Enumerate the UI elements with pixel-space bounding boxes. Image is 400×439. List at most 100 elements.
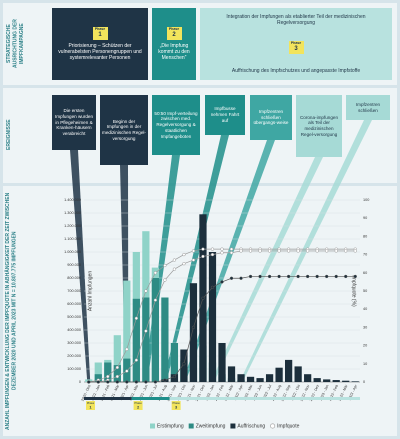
section-label: STRATEGISCHE AUSRICHTUNG DER IMPFKAMPAGN… bbox=[6, 19, 25, 69]
quote-marker bbox=[191, 325, 196, 330]
x-tick-label: 2021 - Apr bbox=[119, 383, 130, 400]
quote-marker bbox=[315, 249, 319, 253]
y2-tick-label: 10 bbox=[363, 362, 367, 366]
badge-label: Phase bbox=[172, 401, 180, 405]
timeline-segment bbox=[131, 397, 170, 400]
quote-marker bbox=[201, 296, 205, 300]
badge-number: 3 bbox=[294, 45, 298, 52]
bar bbox=[256, 378, 264, 382]
y-tick-label: 200.000 bbox=[67, 354, 81, 358]
quote-marker bbox=[163, 378, 167, 382]
y-tick-label: 1.100.000 bbox=[64, 237, 81, 241]
quote-marker bbox=[239, 276, 243, 280]
quote-marker bbox=[325, 249, 329, 253]
quote-marker bbox=[115, 365, 119, 370]
quote-marker bbox=[172, 374, 177, 379]
y-tick-label: 1.400.000 bbox=[64, 198, 81, 202]
quote-marker bbox=[172, 258, 177, 262]
event-box: 50:50 Impf-verteilung zwischen med. Rege… bbox=[152, 95, 200, 155]
legend-swatch bbox=[150, 423, 155, 429]
legend-label: Zweitimpfung bbox=[196, 424, 226, 430]
badge-label: Phase bbox=[87, 401, 95, 405]
quote-marker bbox=[267, 249, 272, 253]
quote-marker bbox=[153, 298, 158, 302]
event-box: Beginn der Impfungen in der medizinische… bbox=[100, 95, 148, 165]
bar bbox=[323, 379, 331, 382]
quote-marker bbox=[286, 249, 291, 253]
quote-marker bbox=[106, 374, 110, 379]
x-tick-label: 2022 - Sep bbox=[280, 384, 291, 402]
badge-label: Phase bbox=[290, 41, 302, 46]
phase-box: Integration der Impfungen als etablierte… bbox=[200, 8, 392, 80]
quote-marker bbox=[182, 252, 186, 257]
timeline-badge bbox=[86, 401, 95, 410]
event-arrow bbox=[70, 150, 91, 382]
phase-text: Priorisierung – Schützen der vulnerabels… bbox=[58, 42, 142, 62]
bar bbox=[265, 374, 274, 382]
quote-marker bbox=[96, 380, 100, 384]
quote-marker bbox=[277, 249, 281, 253]
badge-label: Phase bbox=[94, 27, 106, 32]
x-tick-label: 2023 - Jan bbox=[319, 384, 330, 401]
legend-marker bbox=[270, 423, 276, 429]
x-tick-label: 2020 - Dez bbox=[80, 384, 91, 402]
y-tick-label: 900.000 bbox=[67, 263, 81, 267]
bar bbox=[104, 362, 112, 382]
x-tick-label: 2022 - Jan bbox=[204, 384, 215, 401]
bar bbox=[342, 380, 350, 382]
quote-marker bbox=[144, 289, 148, 293]
x-tick-label: 2021 - Sep bbox=[166, 384, 177, 402]
y2-tick-label: 50 bbox=[363, 289, 367, 293]
y2-tick-label: 80 bbox=[363, 234, 367, 238]
legend-label: Erstimpfung bbox=[157, 424, 184, 430]
quote-marker bbox=[353, 274, 357, 279]
y-tick-label: 0 bbox=[79, 380, 81, 384]
x-tick-label: 2022 - Jul bbox=[262, 384, 272, 400]
legend-swatch bbox=[188, 423, 194, 429]
x-tick-label: 2022 - Apr bbox=[233, 383, 244, 400]
quote-marker bbox=[201, 254, 205, 259]
legend-swatch bbox=[230, 423, 236, 429]
x-tick-label: 2021 - Jul bbox=[148, 384, 158, 400]
phase-badge: Phase 3 bbox=[288, 40, 304, 54]
bar bbox=[161, 297, 169, 382]
y-axis-title: Anzahl Impfungen bbox=[87, 271, 93, 312]
timeline-segment bbox=[169, 397, 360, 400]
quote-marker bbox=[210, 285, 215, 290]
y2-tick-label: 30 bbox=[363, 325, 367, 329]
badge-number: 1 bbox=[98, 31, 102, 38]
section-label: EREIGNISSE bbox=[6, 119, 12, 151]
quote-marker bbox=[201, 247, 205, 251]
bar bbox=[351, 381, 359, 382]
quote-marker bbox=[248, 249, 253, 253]
y-tick-label: 800.000 bbox=[67, 276, 81, 280]
bar bbox=[275, 367, 283, 382]
quote-marker bbox=[315, 274, 319, 279]
phase-badge: Phase 2 bbox=[166, 26, 182, 40]
quote-marker bbox=[248, 274, 253, 279]
y-tick-label: 600.000 bbox=[67, 302, 81, 306]
quote-marker bbox=[87, 380, 91, 384]
bar bbox=[332, 380, 340, 382]
x-tick-label: 2023 - Feb bbox=[328, 384, 339, 401]
x-tick-label: 2022 - Aug bbox=[271, 384, 282, 401]
y2-tick-label: 20 bbox=[363, 344, 367, 348]
quote-marker bbox=[125, 380, 129, 384]
bar bbox=[142, 297, 150, 382]
x-tick-label: 2022 - Mai bbox=[243, 384, 254, 401]
bar bbox=[94, 362, 102, 382]
badge-number: 2 bbox=[172, 31, 176, 38]
quote-marker bbox=[306, 274, 310, 279]
event-arrow bbox=[163, 135, 229, 382]
timeline-badge bbox=[171, 401, 181, 410]
badge-number: 3 bbox=[175, 404, 178, 409]
event-arrow bbox=[210, 157, 323, 382]
y2-tick-label: 100 bbox=[363, 198, 369, 202]
x-tick-label: 2021 - Jun bbox=[138, 384, 149, 401]
phase-text: „Die Impfung kommt zu den Menschen“ bbox=[158, 42, 190, 62]
bar bbox=[113, 365, 121, 382]
bar bbox=[208, 252, 217, 382]
x-tick-label: 2021 - Dez bbox=[195, 384, 206, 402]
quote-marker bbox=[191, 258, 196, 262]
x-tick-label: 2021 - Aug bbox=[157, 384, 168, 401]
